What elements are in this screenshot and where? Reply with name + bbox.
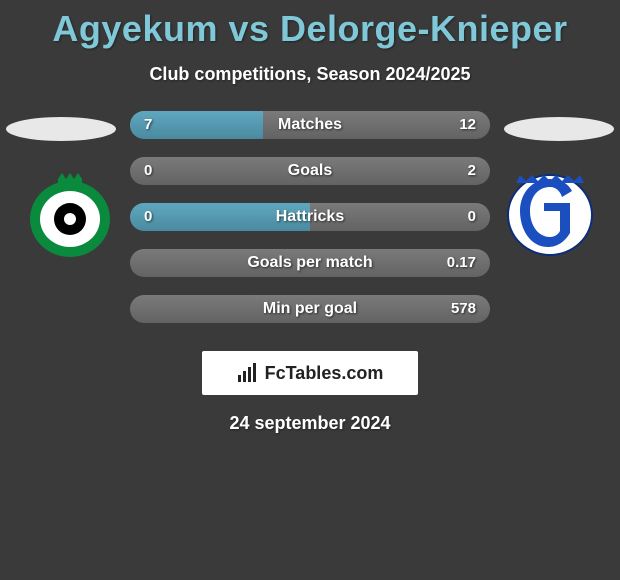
bar-right <box>130 157 490 185</box>
attribution-text: FcTables.com <box>265 363 384 384</box>
bar-right <box>263 111 490 139</box>
chart-icon <box>237 363 259 383</box>
stat-row: 0 Hattricks 0 <box>130 203 490 231</box>
club-badge-left <box>20 173 120 257</box>
page-title: Agyekum vs Delorge-Knieper <box>0 0 620 50</box>
attribution-badge: FcTables.com <box>202 351 418 395</box>
bar-right <box>130 249 490 277</box>
player-avatar-left <box>6 117 116 141</box>
stat-row: Min per goal 578 <box>130 295 490 323</box>
stat-row: 7 Matches 12 <box>130 111 490 139</box>
stat-value-right: 0.17 <box>447 249 476 277</box>
date-line: 24 september 2024 <box>0 413 620 434</box>
stat-rows: 7 Matches 12 0 Goals 2 0 Hattricks 0 <box>130 111 490 341</box>
player-avatar-right <box>504 117 614 141</box>
club-badge-right <box>500 173 600 257</box>
stat-value-left: 0 <box>144 203 152 231</box>
bar-right <box>130 295 490 323</box>
subtitle: Club competitions, Season 2024/2025 <box>0 64 620 85</box>
stat-value-right: 2 <box>468 157 476 185</box>
stat-bar <box>130 111 490 139</box>
stat-row: 0 Goals 2 <box>130 157 490 185</box>
stat-bar <box>130 203 490 231</box>
stat-value-right: 0 <box>468 203 476 231</box>
bar-right <box>310 203 490 231</box>
bar-left <box>130 203 310 231</box>
stat-value-right: 578 <box>451 295 476 323</box>
stat-row: Goals per match 0.17 <box>130 249 490 277</box>
stat-value-left: 7 <box>144 111 152 139</box>
comparison-area: 7 Matches 12 0 Goals 2 0 Hattricks 0 <box>0 111 620 341</box>
stat-value-left: 0 <box>144 157 152 185</box>
stat-bar <box>130 249 490 277</box>
stat-bar <box>130 157 490 185</box>
stat-bar <box>130 295 490 323</box>
stat-value-right: 12 <box>459 111 476 139</box>
